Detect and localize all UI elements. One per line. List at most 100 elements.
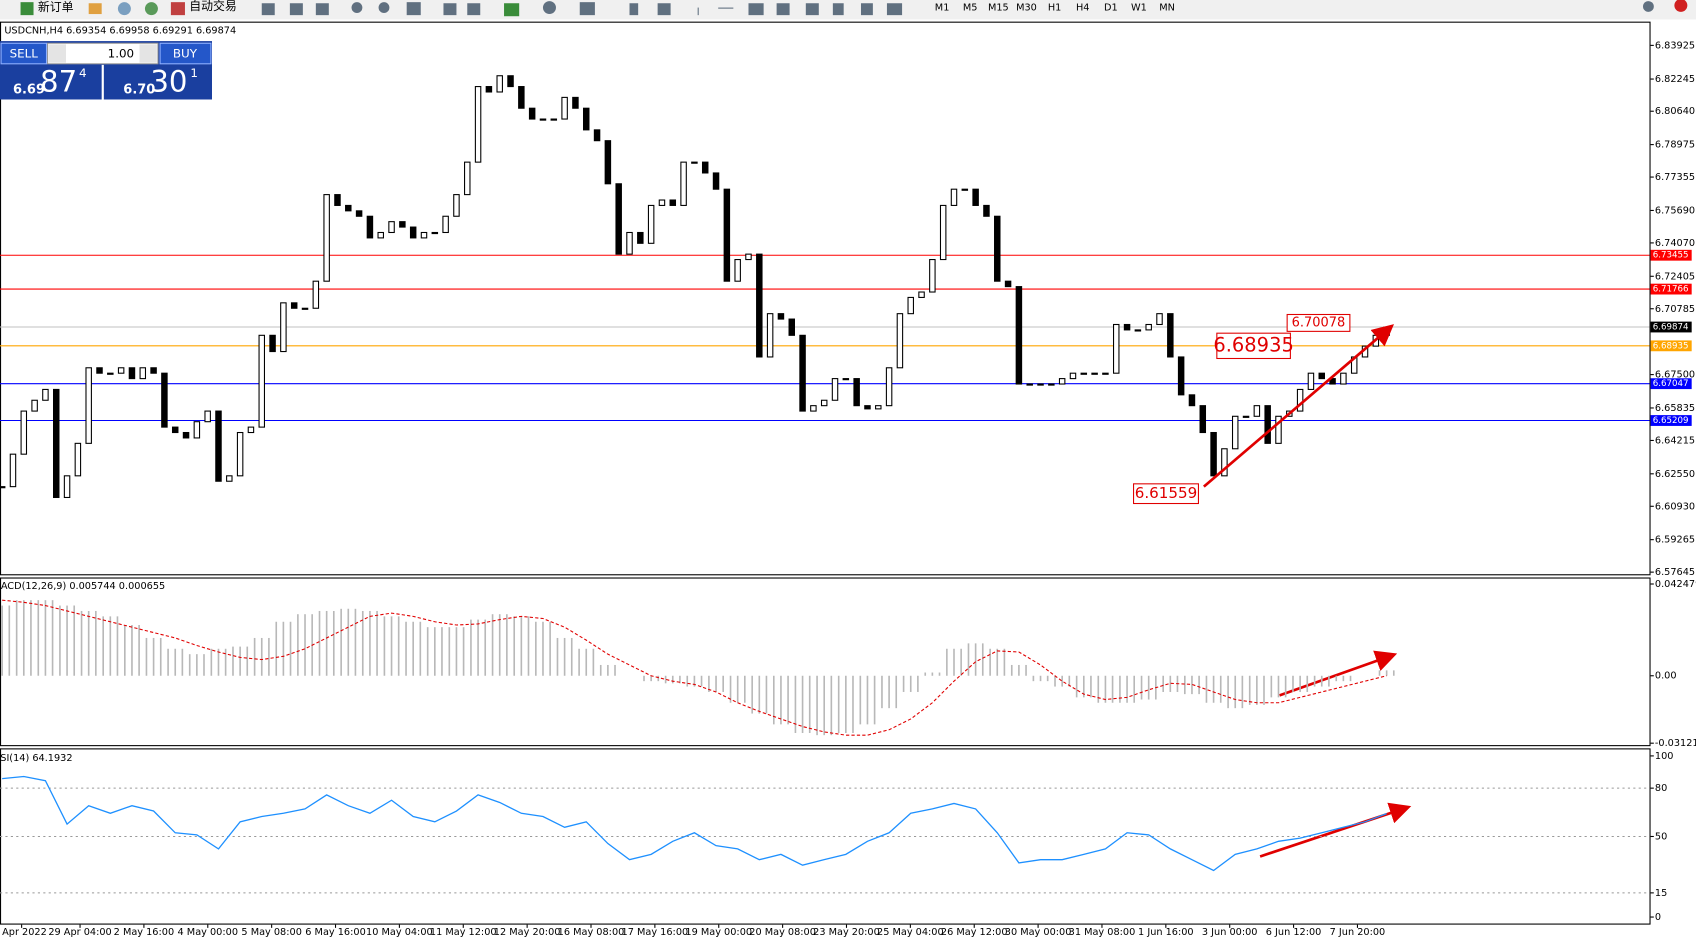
x-tick-label: 29 Apr 04:00 [48,927,111,938]
candle [907,296,914,315]
candle [74,442,82,477]
candle [583,107,590,131]
candle [723,188,731,282]
candle [1026,383,1033,386]
macd-title: MACD(12,26,9) 0.005744 0.000655 [0,581,165,592]
y-tick-label: 50 [1655,831,1667,842]
candle [615,183,622,255]
candle [507,75,514,88]
price-plot [0,75,1650,499]
volume-up[interactable] [139,44,157,63]
macd-panel [0,577,1651,747]
price-label: 6.69874 [1653,323,1689,333]
x-tick-label: 2 May 16:00 [114,927,174,938]
price-label-box [1650,321,1692,333]
candle [409,226,417,239]
auto-trading-icon[interactable] [170,2,185,16]
auto-trading-button[interactable]: 自动交易 [189,0,237,13]
buy-label[interactable]: BUY [173,47,198,61]
timeframe-button[interactable]: M30 [1016,3,1037,14]
candle [637,231,644,244]
x-tick-label: 12 May 20:00 [494,927,561,938]
y-tick-label: 6.65835 [1655,403,1695,414]
timeframe-button[interactable]: MN [1159,3,1175,14]
sell-label[interactable]: SELL [10,47,39,61]
candle [593,129,601,142]
candle [1242,415,1250,418]
candle [345,204,352,212]
volume[interactable]: 1.00 [108,47,134,61]
timeframe-button[interactable]: M5 [963,3,978,14]
candle [377,231,384,239]
price-label: 6.65209 [1653,416,1689,426]
candle [1102,372,1109,375]
candle [366,215,374,239]
buy-button[interactable] [159,42,212,65]
timeframe-button[interactable]: W1 [1131,3,1147,14]
candle [53,388,60,499]
candle [1340,372,1347,385]
timeframe-button[interactable]: H4 [1076,3,1090,14]
price-panel [0,21,1651,576]
trend-arrow [1202,324,1395,488]
candle [1145,323,1152,331]
candle [204,410,211,423]
candle [1296,388,1304,412]
timeframe-button[interactable]: M15 [988,3,1009,14]
volume-field[interactable] [47,42,159,65]
candle [550,118,558,121]
ask-fraction: 1 [190,66,198,80]
candle [399,221,406,228]
icon[interactable] [88,3,102,15]
candle [0,486,6,489]
timeframe-button[interactable]: M1 [935,3,950,14]
macd-trend-arrow [1279,650,1398,697]
y-tick-label: 6.67500 [1655,370,1695,381]
x-tick-label: 20 May 08:00 [749,927,816,938]
y-tick-label: 6.78975 [1655,140,1695,151]
candle [128,367,136,380]
candle [442,215,449,234]
price-label-box [1650,340,1692,352]
candle [226,475,233,482]
candle [464,161,471,196]
icon[interactable] [144,2,158,16]
new-order-button[interactable]: 新订单 [38,0,74,14]
candle [1221,448,1228,477]
y-tick-label: 6.64215 [1655,435,1695,446]
y-tick-label: 6.77355 [1655,172,1695,183]
candle [453,194,460,217]
new-order-icon[interactable] [20,2,34,16]
y-tick-label: 6.75690 [1655,205,1695,216]
candle [745,253,752,261]
x-tick-label: 17 May 16:00 [622,927,689,938]
candle [1048,383,1055,386]
sell-button[interactable] [0,42,48,65]
x-tick-label: 6 May 16:00 [305,927,365,938]
y-tick-label: 15 [1655,888,1667,899]
volume-down[interactable] [48,44,66,63]
icon[interactable] [117,2,131,16]
candle [680,161,687,206]
timeframe-button[interactable]: H1 [1048,3,1062,14]
y-tick-label: 6.72405 [1655,271,1695,282]
timeframe-bar: M1 M5 M15 M30 H1 H4 D1 W1 MN [935,3,1175,14]
candle [334,194,341,206]
x-tick-label: 6 Jun 12:00 [1266,927,1322,938]
ask-pips: 30 [150,64,187,98]
timeframe-button[interactable]: D1 [1104,3,1118,14]
bid-big: 6.69 [13,82,45,97]
price-label-box [1650,283,1692,295]
candle [626,231,633,255]
y-tick-label: 0.00 [1655,671,1677,682]
x-tick-label: 23 May 20:00 [813,927,880,938]
candle [766,313,774,358]
candle [1188,394,1196,407]
candle [1264,405,1271,444]
candle [139,367,147,380]
candle [572,96,579,109]
alert-icon[interactable] [1674,0,1688,12]
candle [1123,323,1131,331]
